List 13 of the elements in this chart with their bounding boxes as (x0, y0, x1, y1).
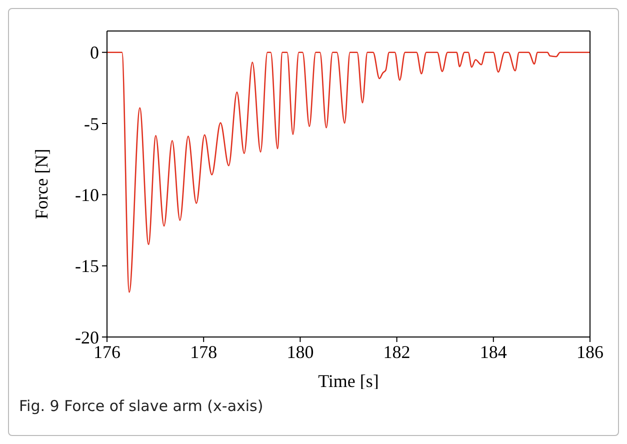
x-tick-label: 178 (190, 342, 218, 362)
x-tick-label: 186 (576, 342, 604, 362)
x-tick-label: 184 (480, 342, 507, 362)
caption: Fig. 9 Force of slave arm (x-axis) (19, 397, 264, 415)
y-tick-label: 0 (90, 42, 99, 63)
y-axis-title: Force [N] (31, 148, 52, 220)
y-tick-label: -20 (75, 327, 99, 348)
x-tick-label: 182 (383, 342, 410, 362)
y-tick-label: -15 (75, 256, 99, 276)
y-tick-label: -5 (84, 114, 99, 134)
y-tick-label: -10 (75, 185, 99, 206)
line-series (107, 52, 590, 293)
x-tick-label: 180 (286, 342, 314, 362)
